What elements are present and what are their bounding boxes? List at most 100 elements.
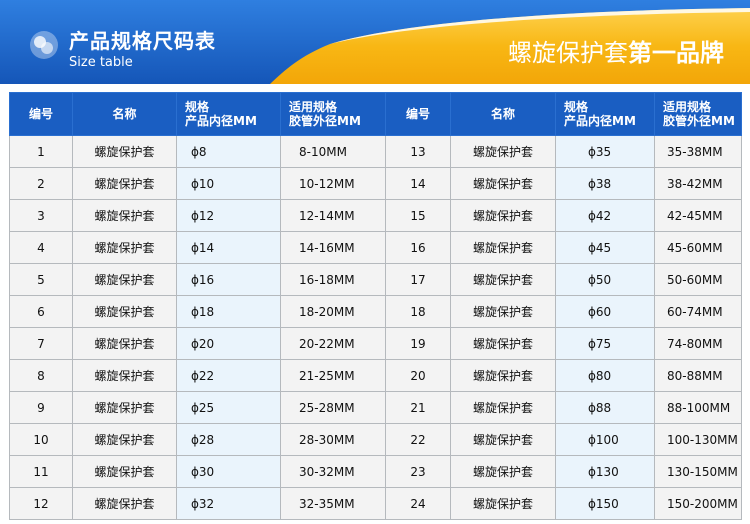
cell-no: 2 [9, 167, 73, 200]
cell-name: 螺旋保护套 [72, 263, 177, 296]
cell-no: 13 [385, 135, 451, 168]
table-header-row: 编号 名称 规格 产品内径MM 适用规格 胶管外径MM 编号 名称 规格 产品内径MM… [9, 92, 742, 136]
cell-fit: 74-80MM [654, 327, 742, 360]
header-cell-fit-1: 适用规格 胶管外径MM [280, 92, 386, 136]
cell-no: 12 [9, 487, 73, 520]
cell-no: 22 [385, 423, 451, 456]
table-row: 1 螺旋保护套 ϕ8 8-10MM 13 螺旋保护套 ϕ35 35-38MM [9, 135, 742, 168]
table-row: 11 螺旋保护套 ϕ30 30-32MM 23 螺旋保护套 ϕ130 130-150MM [9, 455, 742, 488]
cell-no: 1 [9, 135, 73, 168]
cell-spec: ϕ60 [555, 295, 655, 328]
table-row: 5 螺旋保护套 ϕ16 16-18MM 17 螺旋保护套 ϕ50 50-60MM [9, 263, 742, 296]
cell-fit: 45-60MM [654, 231, 742, 264]
size-table: 编号 名称 规格 产品内径MM 适用规格 胶管外径MM 编号 名称 规格 产品内径MM… [9, 92, 742, 520]
table-row: 2 螺旋保护套 ϕ10 10-12MM 14 螺旋保护套 ϕ38 38-42MM [9, 167, 742, 200]
table-row: 10 螺旋保护套 ϕ28 28-30MM 22 螺旋保护套 ϕ100 100-130MM [9, 423, 742, 456]
cell-spec: ϕ10 [176, 167, 281, 200]
cell-no: 8 [9, 359, 73, 392]
cell-no: 18 [385, 295, 451, 328]
cell-fit: 10-12MM [280, 167, 386, 200]
cell-no: 9 [9, 391, 73, 424]
cell-spec: ϕ130 [555, 455, 655, 488]
cell-name: 螺旋保护套 [450, 327, 556, 360]
cell-spec: ϕ100 [555, 423, 655, 456]
cell-fit: 100-130MM [654, 423, 742, 456]
cell-spec: ϕ50 [555, 263, 655, 296]
cell-no: 24 [385, 487, 451, 520]
cell-name: 螺旋保护套 [72, 295, 177, 328]
cell-fit: 30-32MM [280, 455, 386, 488]
cell-fit: 50-60MM [654, 263, 742, 296]
slogan-part2: 第一品牌 [628, 39, 724, 67]
cell-spec: ϕ42 [555, 199, 655, 232]
cell-no: 23 [385, 455, 451, 488]
cell-fit: 38-42MM [654, 167, 742, 200]
cell-spec: ϕ16 [176, 263, 281, 296]
cell-no: 6 [9, 295, 73, 328]
cell-no: 21 [385, 391, 451, 424]
header-cell-no-1: 编号 [9, 92, 73, 136]
table-row: 8 螺旋保护套 ϕ22 21-25MM 20 螺旋保护套 ϕ80 80-88MM [9, 359, 742, 392]
cell-name: 螺旋保护套 [72, 199, 177, 232]
cell-fit: 8-10MM [280, 135, 386, 168]
cell-fit: 28-30MM [280, 423, 386, 456]
cell-fit: 21-25MM [280, 359, 386, 392]
cell-name: 螺旋保护套 [450, 167, 556, 200]
cell-spec: ϕ32 [176, 487, 281, 520]
cell-name: 螺旋保护套 [72, 167, 177, 200]
cell-spec: ϕ20 [176, 327, 281, 360]
cell-spec: ϕ35 [555, 135, 655, 168]
cell-name: 螺旋保护套 [72, 359, 177, 392]
cell-fit: 42-45MM [654, 199, 742, 232]
cell-no: 10 [9, 423, 73, 456]
header-cell-spec-1: 规格 产品内径MM [176, 92, 281, 136]
cell-name: 螺旋保护套 [450, 263, 556, 296]
cell-spec: ϕ18 [176, 295, 281, 328]
brand-slogan: 螺旋保护套第一品牌 [508, 38, 724, 68]
cell-spec: ϕ14 [176, 231, 281, 264]
header-cell-name-1: 名称 [72, 92, 177, 136]
cell-fit: 18-20MM [280, 295, 386, 328]
cell-fit: 12-14MM [280, 199, 386, 232]
cell-no: 15 [385, 199, 451, 232]
banner-blue-swoosh [0, 0, 750, 84]
table-row: 12 螺旋保护套 ϕ32 32-35MM 24 螺旋保护套 ϕ150 150-200MM [9, 487, 742, 520]
cell-spec: ϕ12 [176, 199, 281, 232]
cell-name: 螺旋保护套 [450, 359, 556, 392]
cell-name: 螺旋保护套 [450, 423, 556, 456]
cell-fit: 32-35MM [280, 487, 386, 520]
cell-spec: ϕ75 [555, 327, 655, 360]
header-cell-fit-2: 适用规格 胶管外径MM [654, 92, 742, 136]
cell-name: 螺旋保护套 [450, 455, 556, 488]
header-cell-spec-2: 规格 产品内径MM [555, 92, 655, 136]
cell-name: 螺旋保护套 [450, 135, 556, 168]
header-cell-no-2: 编号 [385, 92, 451, 136]
logo-icon [30, 31, 58, 59]
cell-no: 19 [385, 327, 451, 360]
cell-name: 螺旋保护套 [72, 423, 177, 456]
cell-fit: 25-28MM [280, 391, 386, 424]
cell-no: 14 [385, 167, 451, 200]
cell-no: 20 [385, 359, 451, 392]
page-title: 产品规格尺码表 [69, 29, 216, 53]
cell-fit: 130-150MM [654, 455, 742, 488]
cell-spec: ϕ25 [176, 391, 281, 424]
cell-spec: ϕ38 [555, 167, 655, 200]
cell-name: 螺旋保护套 [72, 391, 177, 424]
table-row: 9 螺旋保护套 ϕ25 25-28MM 21 螺旋保护套 ϕ88 88-100MM [9, 391, 742, 424]
cell-no: 7 [9, 327, 73, 360]
cell-no: 4 [9, 231, 73, 264]
cell-name: 螺旋保护套 [72, 455, 177, 488]
cell-spec: ϕ150 [555, 487, 655, 520]
cell-no: 3 [9, 199, 73, 232]
table-row: 4 螺旋保护套 ϕ14 14-16MM 16 螺旋保护套 ϕ45 45-60MM [9, 231, 742, 264]
cell-spec: ϕ22 [176, 359, 281, 392]
cell-name: 螺旋保护套 [450, 391, 556, 424]
cell-name: 螺旋保护套 [450, 487, 556, 520]
cell-name: 螺旋保护套 [72, 487, 177, 520]
cell-no: 17 [385, 263, 451, 296]
cell-name: 螺旋保护套 [450, 231, 556, 264]
cell-spec: ϕ28 [176, 423, 281, 456]
cell-no: 5 [9, 263, 73, 296]
cell-fit: 88-100MM [654, 391, 742, 424]
